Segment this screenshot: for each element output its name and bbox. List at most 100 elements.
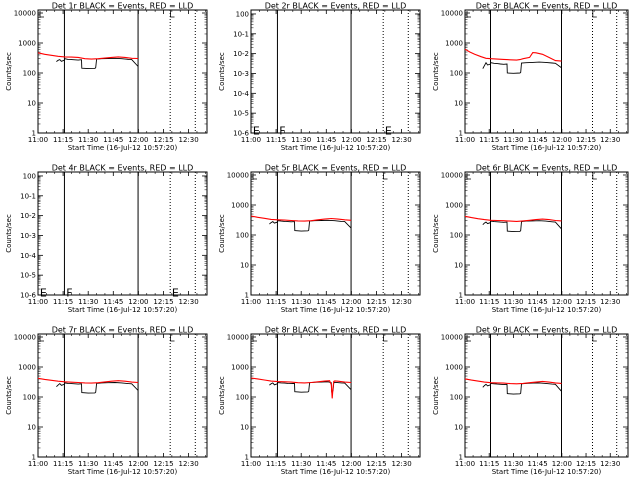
x-tick-label: 12:30 [392,298,412,306]
x-tick-label: 12:30 [179,136,199,144]
y-tick-label: 10-2 [20,212,36,220]
flag-mark-right [592,335,597,342]
flag-mark-left [466,11,471,18]
x-tick-label: 12:30 [179,460,199,468]
x-tick-label: 11:00 [241,460,261,468]
plot-frame [37,171,208,296]
x-tick-label: 12:15 [153,460,173,468]
x-axis-label: Start Time (16-Jul-12 10:57:20) [281,144,391,152]
y-tick-label: 10-2 [233,50,249,58]
x-tick-label: 11:45 [316,298,336,306]
marker-letter: E [385,124,392,137]
panel-title: Det 7r BLACK = Events, RED = LLD [52,326,194,335]
x-tick-label: 12:30 [392,460,412,468]
series-lld-line [250,215,352,222]
x-tick-label: 11:30 [503,460,523,468]
y-axis-label: Counts/sec [432,376,440,415]
y-axis-label: Counts/sec [218,376,226,415]
y-tick-label: 10000 [441,10,463,18]
x-tick-label: 11:30 [78,460,98,468]
x-tick-label: 11:15 [479,460,499,468]
flag-mark-left [252,173,257,180]
y-tick-label: 10-5 [20,272,36,280]
flag-mark-right [592,11,597,18]
x-tick-label: 11:00 [28,298,48,306]
y-tick-label: 10000 [227,172,249,180]
flag-mark-right [383,173,388,180]
series-events-line [482,382,562,395]
y-tick-label: 10000 [227,334,249,342]
y-tick-label: 100 [450,70,463,78]
plot-frame [250,9,421,134]
flag-mark-left [39,11,44,18]
x-tick-label: 11:45 [528,460,548,468]
x-tick-label: 11:15 [266,136,286,144]
flag-mark-left [39,335,44,342]
marker-letter: F [279,124,285,137]
series-lld-line [464,378,562,385]
y-axis-label: Counts/sec [218,52,226,91]
flag-mark-left [466,173,471,180]
x-tick-label: 12:00 [341,460,361,468]
series-events-line [482,220,562,233]
y-tick-label: 1 [32,130,36,138]
x-tick-label: 11:15 [53,136,73,144]
y-axis-label: Counts/sec [218,214,226,253]
plot-frame [37,9,208,134]
marker-letter: F [66,286,72,299]
x-axis-label: Start Time (16-Jul-12 10:57:20) [68,468,178,476]
marker-letter: E [40,286,47,299]
panel-title: Det 4r BLACK = Events, RED = LLD [52,164,194,173]
y-tick-label: 1000 [231,364,249,372]
panel-det-1: Det 1r BLACK = Events, RED = LLD 11:00 11:… [5,2,208,152]
x-tick-label: 11:15 [479,298,499,306]
flag-mark-left [252,335,257,342]
panel-title: Det 8r BLACK = Events, RED = LLD [265,326,407,335]
x-tick-label: 11:15 [53,460,73,468]
y-tick-label: 100 [450,394,463,402]
y-tick-label: 10000 [441,334,463,342]
y-tick-label: 10 [454,262,463,270]
y-tick-label: 1 [459,454,463,462]
x-tick-label: 11:15 [53,298,73,306]
y-tick-label: 1000 [445,40,463,48]
x-tick-label: 11:00 [455,298,475,306]
y-tick-label: 10-6 [233,130,249,138]
x-tick-label: 12:00 [128,136,148,144]
flag-mark-right [170,11,175,18]
panel-title: Det 6r BLACK = Events, RED = LLD [476,164,618,173]
x-tick-label: 11:00 [28,136,48,144]
x-tick-label: 12:30 [600,460,620,468]
x-axis-label: Start Time (16-Jul-12 10:57:20) [492,144,602,152]
x-tick-label: 11:45 [528,136,548,144]
x-tick-label: 11:30 [291,136,311,144]
x-tick-label: 11:15 [266,298,286,306]
y-axis-label: Counts/sec [5,376,13,415]
y-tick-label: 1 [32,454,36,462]
y-axis-label: Counts/sec [432,52,440,91]
x-tick-label: 11:30 [503,298,523,306]
x-tick-label: 11:00 [455,460,475,468]
x-tick-label: 11:45 [316,460,336,468]
y-tick-label: 10 [240,262,249,270]
x-tick-label: 12:00 [128,460,148,468]
x-tick-label: 11:00 [241,136,261,144]
y-tick-label: 1 [459,130,463,138]
panel-title: Det 2r BLACK = Events, RED = LLD [265,2,407,11]
x-tick-label: 11:15 [479,136,499,144]
x-axis-label: Start Time (16-Jul-12 10:57:20) [68,306,178,314]
panel-det-8: Det 8r BLACK = Events, RED = LLD 11:00 11:… [218,326,421,476]
y-tick-label: 1000 [18,364,36,372]
panel-title: Det 1r BLACK = Events, RED = LLD [52,2,194,11]
marker-letter: E [253,124,260,137]
y-tick-label: 10-3 [233,70,249,78]
y-tick-label: 1000 [18,40,36,48]
x-tick-label: 12:15 [576,298,596,306]
marker-letter: E [172,286,179,299]
x-tick-label: 12:00 [552,136,572,144]
flag-mark-right [592,173,597,180]
x-tick-label: 12:15 [366,460,386,468]
y-tick-label: 100 [236,232,249,240]
x-tick-label: 11:15 [266,460,286,468]
